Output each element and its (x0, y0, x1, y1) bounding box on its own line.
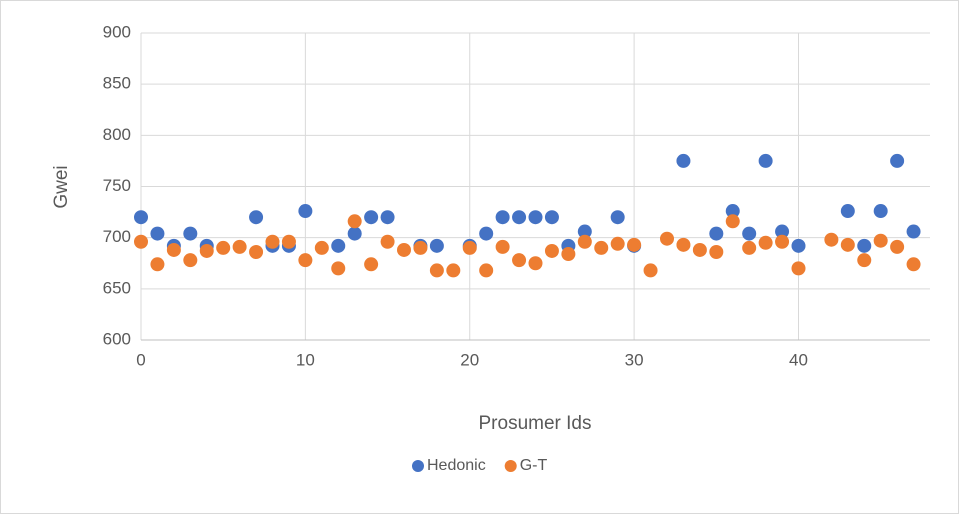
point (429, 238, 444, 253)
point (446, 263, 461, 278)
y-tick-label: 750 (103, 176, 131, 195)
point (528, 256, 543, 271)
point (840, 204, 855, 219)
point (676, 153, 691, 168)
point (840, 237, 855, 252)
point (347, 214, 362, 229)
point (512, 210, 527, 225)
y-tick-label: 850 (103, 74, 131, 93)
point (364, 210, 379, 225)
point (544, 243, 559, 258)
point (331, 261, 346, 276)
x-tick-label: 0 (136, 350, 145, 369)
point (758, 235, 773, 250)
point (594, 240, 609, 255)
point (906, 224, 921, 239)
point (512, 253, 527, 268)
point (725, 214, 740, 229)
point (495, 239, 510, 254)
point (692, 242, 707, 257)
point (216, 240, 231, 255)
point (331, 238, 346, 253)
point (183, 226, 198, 241)
point (249, 210, 264, 225)
point (577, 224, 592, 239)
point (791, 261, 806, 276)
point (281, 234, 296, 249)
x-tick-label: 20 (460, 350, 479, 369)
point (298, 204, 313, 219)
point (314, 240, 329, 255)
point (199, 243, 214, 258)
point (906, 257, 921, 272)
point (725, 204, 740, 219)
point (495, 210, 510, 225)
point (775, 224, 790, 239)
y-tick-label: 600 (103, 329, 131, 348)
point (824, 232, 839, 247)
point (610, 236, 625, 251)
x-tick-label: 30 (625, 350, 644, 369)
point (660, 231, 674, 246)
point (413, 240, 428, 255)
y-tick-label: 700 (103, 227, 131, 246)
point (528, 210, 543, 225)
legend-marker (504, 460, 517, 472)
point (429, 263, 444, 278)
point (380, 234, 395, 249)
point (857, 238, 872, 253)
point (709, 244, 724, 259)
x-axis-title: Prosumer Ids (479, 413, 592, 434)
legend-label: Hedonic (427, 457, 486, 474)
point (857, 253, 872, 268)
point (479, 263, 494, 278)
point (232, 239, 247, 254)
point (397, 242, 411, 257)
x-tick-label: 40 (789, 350, 808, 369)
point (134, 210, 148, 225)
point (627, 237, 642, 252)
point (364, 257, 379, 272)
point (775, 234, 790, 249)
point (150, 226, 165, 241)
point (742, 240, 757, 255)
point (561, 247, 576, 262)
point (709, 226, 724, 241)
point (758, 153, 773, 168)
point (347, 226, 362, 241)
y-tick-label: 800 (103, 125, 131, 144)
point (577, 234, 592, 249)
point (873, 204, 888, 219)
point (183, 253, 198, 268)
point (544, 210, 559, 225)
point (134, 234, 148, 249)
point (873, 233, 888, 248)
point (380, 210, 395, 225)
point (150, 257, 165, 272)
point (166, 242, 181, 257)
y-tick-label: 900 (103, 22, 131, 41)
point (610, 210, 625, 225)
point (791, 238, 806, 253)
y-axis-title: Gwei (51, 165, 72, 208)
point (249, 244, 264, 259)
point (479, 226, 494, 241)
x-tick-label: 10 (296, 350, 315, 369)
point (742, 226, 757, 241)
legend-marker (412, 460, 424, 472)
point (462, 240, 477, 255)
y-tick-label: 650 (103, 278, 131, 297)
point (890, 153, 905, 168)
point (643, 263, 658, 278)
legend-label: G-T (520, 457, 548, 474)
point (298, 253, 313, 268)
point (265, 234, 280, 249)
point (676, 237, 691, 252)
point (890, 239, 905, 254)
